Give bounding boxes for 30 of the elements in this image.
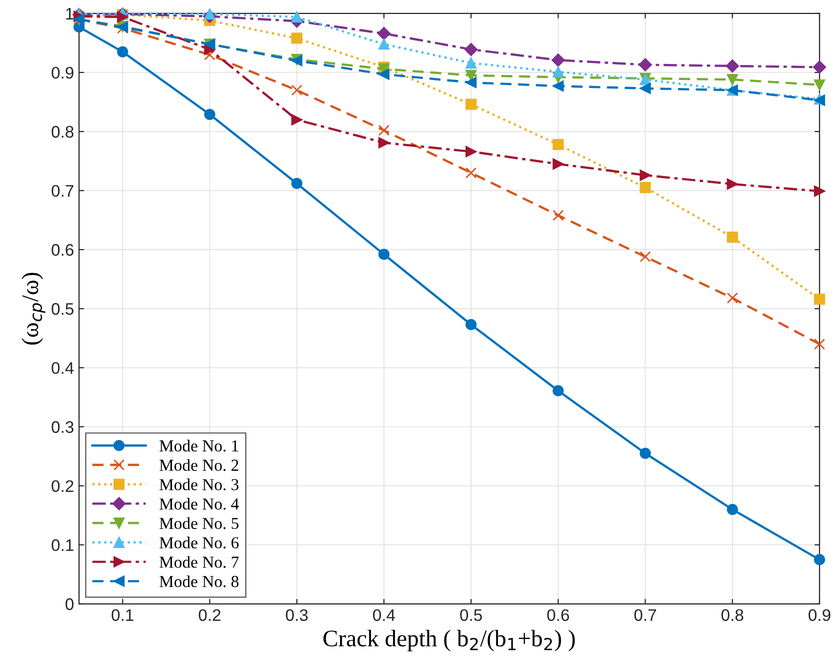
y-tick-label: 0.8 — [52, 126, 74, 138]
y-tick-label: 0.7 — [52, 184, 74, 197]
legend-label: Mode No. 8 — [160, 575, 238, 588]
legend-label: Mode No. 5 — [160, 517, 238, 530]
x-tick-label: 0.8 — [721, 609, 744, 622]
y-tick-label: 0.6 — [52, 244, 74, 256]
x-tick-label: 0.1 — [112, 609, 134, 622]
legend-label: Mode No. 6 — [160, 536, 239, 548]
y-tick-label: 0.9 — [52, 66, 74, 79]
y-tick-label: 0.3 — [52, 421, 74, 433]
y-tick-label: 0 — [66, 598, 74, 610]
x-tick-label: 0.2 — [198, 609, 220, 622]
y-tick-label: 0.4 — [52, 362, 74, 374]
legend-label: Mode No. 4 — [160, 498, 239, 510]
y-tick-label: 0.1 — [52, 539, 74, 552]
legend-label: Mode No. 3 — [160, 478, 238, 490]
x-tick-label: 0.9 — [808, 609, 830, 622]
x-tick-label: 0.7 — [634, 609, 656, 622]
y-tick-label: 0.2 — [52, 480, 74, 492]
x-tick-label: 0.6 — [547, 609, 570, 622]
x-tick-label: 0.3 — [286, 609, 308, 622]
x-axis-title: Crack depth ( b$_{2}$/(b$_{1}$+b$_{2}$) ) — [323, 630, 575, 652]
y-tick-label: 1 — [66, 8, 74, 20]
legend-label: Mode No. 1 — [160, 440, 238, 452]
y-tick-label: 0.5 — [52, 303, 74, 315]
y-axis-title: (ω$_{cp}$/ω) — [22, 272, 46, 345]
legend-label: Mode No. 7 — [160, 556, 239, 568]
legend-label: Mode No. 2 — [160, 459, 238, 471]
x-tick-label: 0.4 — [373, 609, 396, 622]
x-tick-label: 0.5 — [460, 609, 482, 622]
